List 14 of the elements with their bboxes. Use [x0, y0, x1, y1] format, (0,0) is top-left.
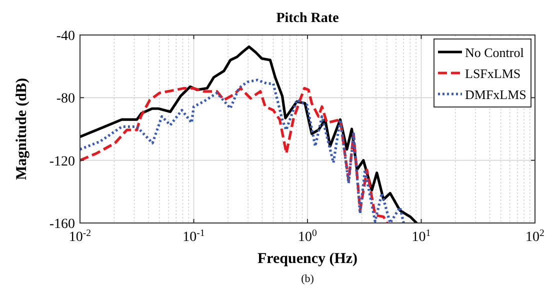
x-tick-label: 10$^{-1}$	[182, 228, 205, 245]
legend-label: LSFxLMS	[465, 66, 521, 81]
x-axis-title: Frequency (Hz)	[257, 251, 358, 267]
legend-label: No Control	[465, 45, 524, 60]
y-axis-title: Magnitude (dB)	[14, 78, 30, 180]
chart-title: Pitch Rate	[276, 11, 339, 26]
y-tick-label: -120	[49, 154, 75, 170]
y-tick-label: -40	[56, 29, 75, 44]
text: (b)	[301, 273, 314, 285]
x-tick-label: 10$^{2}$	[526, 228, 545, 245]
x-tick-label: 10$^{0}$	[298, 228, 318, 245]
legend-label: DMFxLMS	[465, 87, 526, 102]
x-tick-label: 10$^{1}$	[412, 228, 431, 245]
y-tick-label: -80	[56, 92, 75, 107]
